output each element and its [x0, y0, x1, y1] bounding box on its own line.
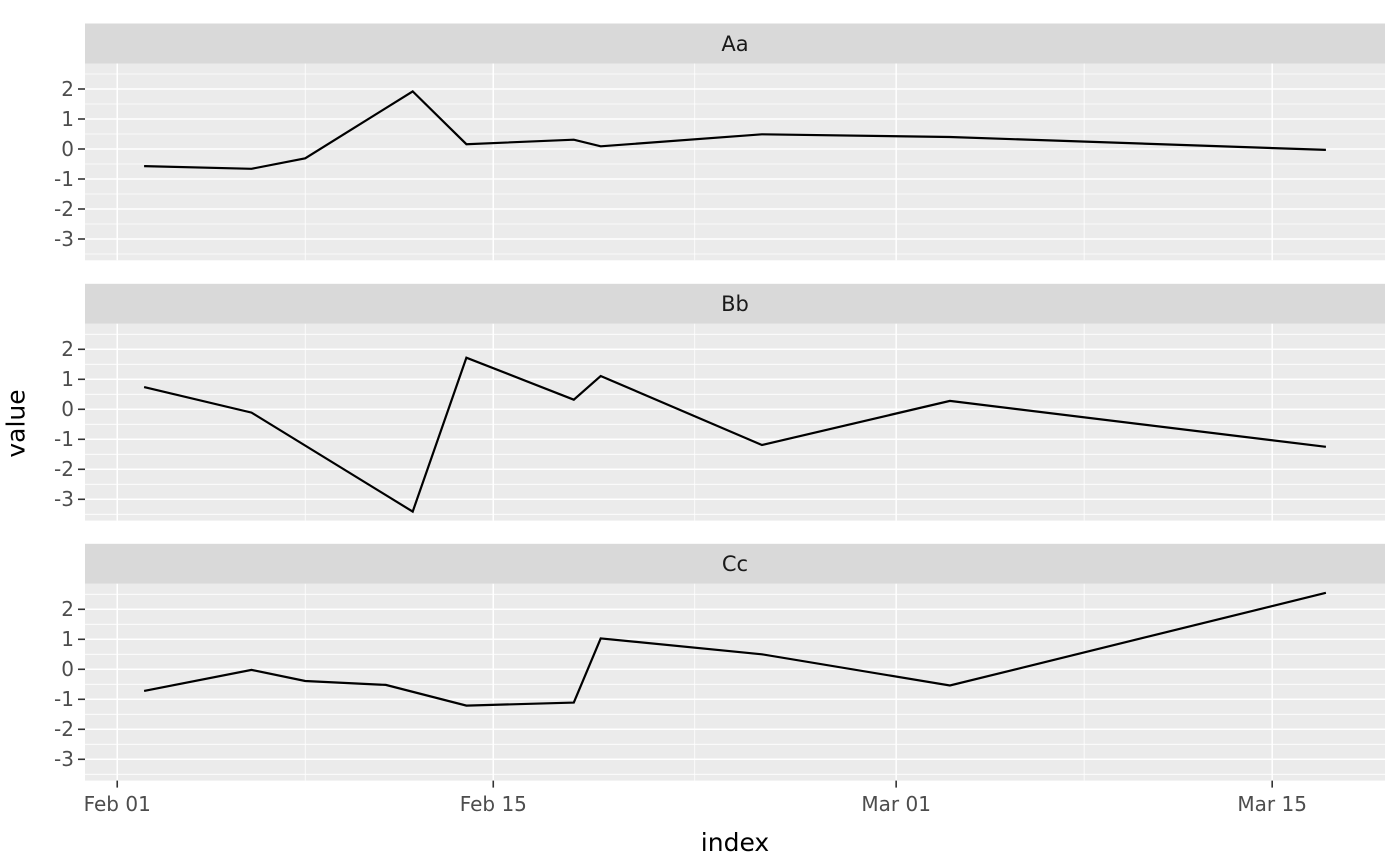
facet-strip-label-Bb: Bb [721, 291, 749, 316]
y-tick-label: -1 [54, 427, 74, 452]
y-tick-label: -3 [54, 227, 74, 251]
x-axis-title: index [700, 828, 770, 857]
y-tick-label: 1 [61, 627, 74, 652]
series-line-Bb [143, 356, 1327, 514]
panel-background [85, 323, 1385, 521]
facet-strip-label-Aa: Aa [721, 31, 749, 56]
y-tick-label: -2 [54, 197, 74, 221]
y-tick-label: 0 [61, 397, 74, 422]
series-line-Cc [143, 591, 1327, 707]
y-tick-label: 1 [61, 367, 74, 392]
panel-background [85, 583, 1385, 781]
x-tick-label: Mar 01 [861, 792, 931, 816]
y-tick-label: -1 [54, 167, 74, 191]
x-tick-label: Mar 15 [1237, 792, 1307, 816]
y-tick-label: -2 [54, 457, 74, 482]
y-tick-label: 2 [61, 597, 74, 622]
facet-strip [85, 283, 1385, 324]
y-tick-label: 0 [61, 657, 74, 682]
y-tick-label: 2 [61, 77, 74, 101]
facet-strip [85, 543, 1385, 584]
x-tick-label: Feb 01 [83, 792, 151, 816]
facet-strip-label-Cc: Cc [721, 551, 749, 576]
series-line-Aa [144, 90, 1326, 170]
y-axis-title: value [1, 389, 31, 458]
panel-background [85, 63, 1385, 261]
facet-strip [85, 23, 1385, 64]
y-tick-label: -3 [54, 747, 74, 772]
y-tick-label: 2 [61, 337, 74, 362]
y-tick-label: -2 [54, 717, 74, 742]
y-tick-label: -3 [54, 487, 74, 512]
y-tick-label: 0 [61, 137, 74, 161]
x-tick-label: Feb 15 [459, 792, 527, 816]
y-tick-label: -1 [54, 687, 74, 712]
y-tick-label: 1 [61, 107, 74, 131]
